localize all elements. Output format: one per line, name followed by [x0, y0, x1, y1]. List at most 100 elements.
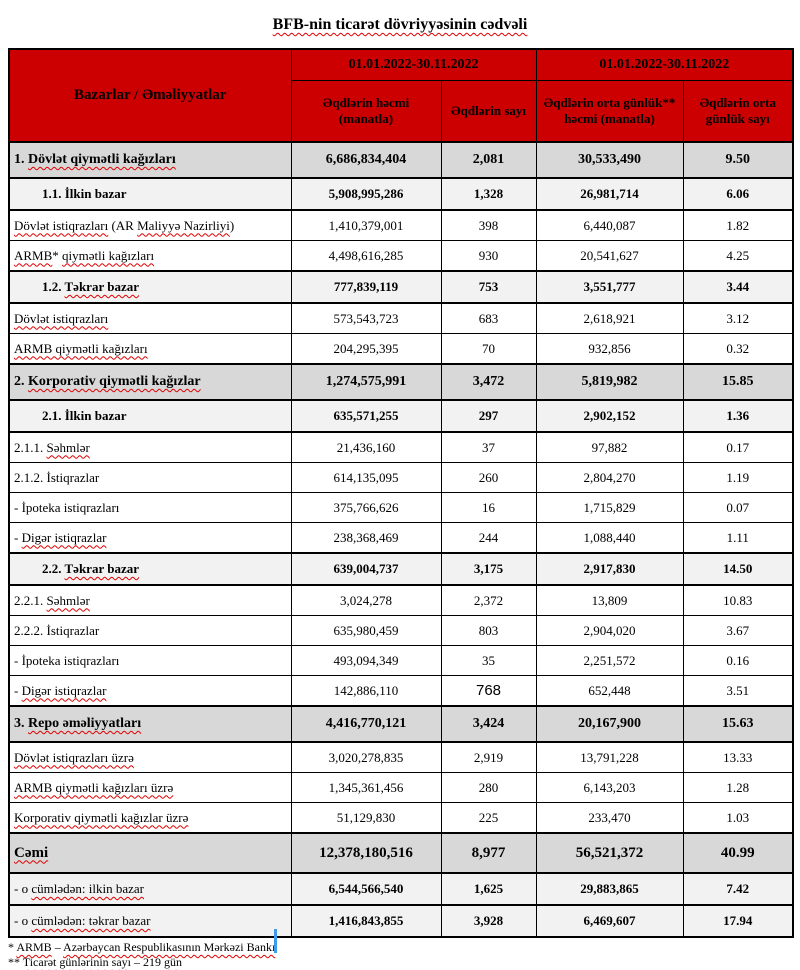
footnote-line: * ARMB – Azərbaycan Respublikasının Mərk… [8, 940, 800, 955]
row-avg-daily-volume: 2,251,572 [535, 645, 684, 676]
spellcheck-flagged-text: Dövlət qiymətli kağızları [28, 152, 176, 167]
table-row: 1. Dövlət qiymətli kağızları 6,686,834,40… [8, 141, 794, 179]
plain-text: - [14, 682, 22, 698]
table-row: 2.1.1. Səhmlər 21,436,160 37 97,882 0.17 [8, 431, 794, 463]
row-avg-daily-count: 4.25 [682, 240, 794, 272]
row-avg-daily-volume: 2,917,830 [535, 552, 684, 586]
spellcheck-flagged-text: Dövlət istiqrazları [14, 217, 109, 233]
row-deal-count: 3,175 [440, 552, 537, 586]
row-avg-daily-count: 0.07 [682, 492, 794, 523]
spellcheck-flagged-text: Cəmi [14, 844, 49, 861]
row-deal-count: 803 [440, 615, 537, 646]
row-label: - İpoteka istiqrazları [8, 645, 292, 676]
table-row: Cəmi 12,378,180,516 8,977 56,521,372 40.99 [8, 832, 794, 874]
table-row: Korporativ qiymətli kağızlar üzrə 51,129,… [8, 802, 794, 834]
row-avg-daily-volume: 20,541,627 [535, 240, 684, 272]
header-deal-volume: Əqdlərin həcmi (manatla) [290, 80, 442, 143]
plain-text: 1.2. [42, 279, 65, 294]
row-avg-daily-volume: 2,804,270 [535, 462, 684, 493]
row-avg-daily-count: 0.16 [682, 645, 794, 676]
row-avg-daily-volume: 1,088,440 [535, 522, 684, 554]
table-row: 2.1.2. İstiqrazlar 614,135,095 260 2,804,27… [8, 462, 794, 493]
header-deal-count: Əqdlərin sayı [440, 80, 537, 143]
row-avg-daily-count: 1.28 [682, 772, 794, 803]
header-avg-daily-count: Əqdlərin orta günlük sayı [682, 80, 794, 143]
row-deal-volume: 493,094,349 [290, 645, 442, 676]
row-label: ARMB qiymətli kağızları üzrə [8, 772, 292, 803]
row-deal-volume: 635,980,459 [290, 615, 442, 646]
row-label: 2.2.2. İstiqrazlar [8, 615, 292, 646]
row-label: 1. Dövlət qiymətli kağızları [8, 141, 292, 179]
row-avg-daily-volume: 29,883,865 [535, 872, 684, 906]
plain-text: ** [8, 955, 23, 969]
row-label: Korporativ qiymətli kağızlar üzrə [8, 802, 292, 834]
plain-text: 1.1. İlkin bazar [42, 186, 127, 201]
row-avg-daily-count: 1.82 [682, 209, 794, 241]
table-row: Dövlət istiqrazları (AR Maliyyə Nazirliy… [8, 209, 794, 241]
row-avg-daily-count: 3.67 [682, 615, 794, 646]
plain-text: 2.1. İlkin bazar [42, 408, 127, 423]
row-deal-volume: 12,378,180,516 [290, 832, 442, 874]
row-deal-count: 225 [440, 802, 537, 834]
row-avg-daily-volume: 3,551,777 [535, 270, 684, 304]
row-avg-daily-count: 1.11 [682, 522, 794, 554]
row-deal-count: 70 [440, 333, 537, 365]
row-deal-count: 753 [440, 270, 537, 304]
table-row: 1.1. İlkin bazar 5,908,995,286 1,328 26,981… [8, 177, 794, 211]
text-cursor [274, 929, 277, 953]
row-label: 2.1. İlkin bazar [8, 399, 292, 433]
row-deal-count: 1,328 [440, 177, 537, 211]
row-avg-daily-count: 1.19 [682, 462, 794, 493]
table-row: ARMB qiymətli kağızları 204,295,395 70 932,… [8, 333, 794, 365]
row-label: - o cümlədən: təkrar bazar [8, 904, 292, 938]
table-row: - İpoteka istiqrazları 375,766,626 16 1,715… [8, 492, 794, 523]
plain-text: 3. [14, 716, 28, 731]
row-deal-volume: 3,024,278 [290, 584, 442, 616]
spellcheck-flagged-text: Səhmlər [46, 439, 90, 455]
spellcheck-flagged-text: ARMB [16, 940, 52, 954]
table-row: ARMB* qiymətli kağızları 4,498,616,285 930… [8, 240, 794, 272]
spellcheck-flagged-text: Ticarət günlərinin sayı [22, 955, 132, 969]
row-deal-volume: 573,543,723 [290, 302, 442, 334]
row-avg-daily-volume: 233,470 [535, 802, 684, 834]
row-avg-daily-count: 7.42 [682, 872, 794, 906]
table-row: - Digər istiqrazlar 142,886,110 768 652,448… [8, 675, 794, 707]
row-deal-volume: 5,908,995,286 [290, 177, 442, 211]
page-title: BFB-nin ticarət dövriyyəsinin cədvəli [0, 16, 800, 34]
row-deal-count: 16 [440, 492, 537, 523]
plain-text: – [51, 940, 64, 954]
row-avg-daily-count: 9.50 [682, 141, 794, 179]
row-label: 1.1. İlkin bazar [8, 177, 292, 211]
table-row: - o cümlədən: ilkin bazar 6,544,566,540 1,… [8, 872, 794, 906]
row-deal-count: 3,928 [440, 904, 537, 938]
row-deal-volume: 142,886,110 [290, 675, 442, 707]
row-label: - Digər istiqrazlar [8, 522, 292, 554]
plain-text: * [52, 247, 63, 263]
row-avg-daily-count: 0.17 [682, 431, 794, 463]
row-avg-daily-count: 1.03 [682, 802, 794, 834]
row-label: - o cümlədən: ilkin bazar [8, 872, 292, 906]
row-avg-daily-volume: 6,469,607 [535, 904, 684, 938]
row-deal-volume: 635,571,255 [290, 399, 442, 433]
row-deal-volume: 21,436,160 [290, 431, 442, 463]
header-period-1: 01.01.2022-30.11.2022 [290, 48, 537, 81]
spellcheck-flagged-text: Azərbaycan Respublikasının Mərkəzi Bankı [63, 940, 276, 954]
table-row: ARMB qiymətli kağızları üzrə 1,345,361,45… [8, 772, 794, 803]
row-avg-daily-count: 17.94 [682, 904, 794, 938]
spellcheck-flagged-text: qiymətli kağızları [62, 247, 155, 263]
spellcheck-flagged-text: Səhmlər [46, 592, 90, 608]
footnote-line: ** Ticarət günlərinin sayı – 219 gün [8, 955, 800, 970]
row-label: 2. Korporativ qiymətli kağızlar [8, 363, 292, 401]
row-deal-count: 2,372 [440, 584, 537, 616]
row-deal-volume: 1,410,379,001 [290, 209, 442, 241]
row-avg-daily-count: 10.83 [682, 584, 794, 616]
row-avg-daily-volume: 5,819,982 [535, 363, 684, 401]
row-deal-volume: 6,544,566,540 [290, 872, 442, 906]
row-label: Dövlət istiqrazları üzrə [8, 741, 292, 773]
row-deal-volume: 51,129,830 [290, 802, 442, 834]
table-row: 2.2. Təkrar bazar 639,004,737 3,175 2,917,8… [8, 552, 794, 586]
row-avg-daily-count: 1.36 [682, 399, 794, 433]
row-avg-daily-count: 3.51 [682, 675, 794, 707]
row-avg-daily-volume: 20,167,900 [535, 705, 684, 743]
spellcheck-flagged-text: Maliyyə Nazirliyi [137, 217, 230, 233]
